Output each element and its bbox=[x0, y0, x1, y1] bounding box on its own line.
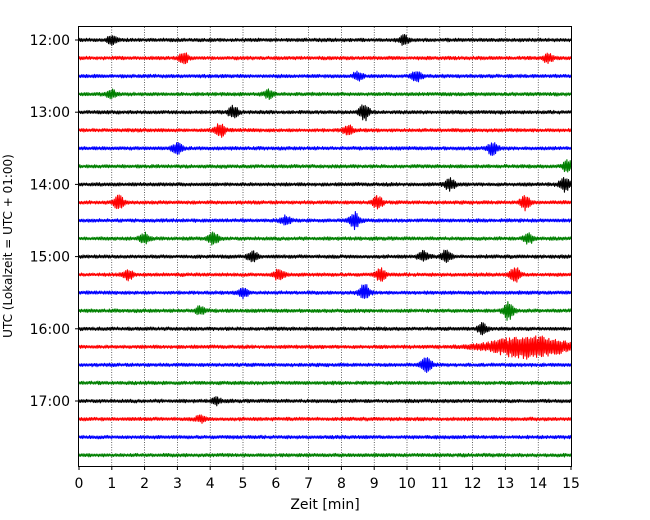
trace-row-13 bbox=[78, 267, 572, 283]
x-tick-label-12: 12 bbox=[464, 476, 482, 492]
trace-row-11 bbox=[78, 231, 572, 246]
trace-row-4 bbox=[78, 104, 572, 122]
trace-row-14 bbox=[78, 284, 572, 300]
y-tick-label-1: 13:00 bbox=[30, 105, 70, 121]
trace-row-19 bbox=[78, 380, 572, 386]
trace-row-21 bbox=[78, 414, 572, 424]
x-tick-label-3: 3 bbox=[173, 476, 182, 492]
x-axis-label: Zeit [min] bbox=[290, 497, 359, 513]
trace-row-6 bbox=[78, 142, 572, 156]
x-tick-label-10: 10 bbox=[398, 476, 416, 492]
trace-row-16 bbox=[78, 321, 572, 336]
y-tick-label-2: 14:00 bbox=[30, 177, 70, 193]
x-tick-label-14: 14 bbox=[529, 476, 547, 492]
trace-row-8 bbox=[78, 176, 572, 193]
trace-row-9 bbox=[78, 194, 572, 212]
x-tick-label-2: 2 bbox=[140, 476, 149, 492]
y-axis-label: UTC (Lokalzeit = UTC + 01:00) bbox=[1, 154, 15, 338]
x-tick-label-4: 4 bbox=[206, 476, 215, 492]
trace-layer bbox=[78, 33, 572, 458]
trace-row-18 bbox=[78, 357, 572, 374]
trace-row-0 bbox=[78, 33, 572, 47]
x-tick-label-1: 1 bbox=[107, 476, 116, 492]
trace-row-22 bbox=[78, 434, 572, 440]
x-tick-label-9: 9 bbox=[370, 476, 379, 492]
x-tick-label-6: 6 bbox=[271, 476, 280, 492]
trace-row-20 bbox=[78, 396, 572, 407]
trace-row-12 bbox=[78, 249, 572, 264]
trace-row-5 bbox=[78, 123, 572, 138]
x-tick-label-5: 5 bbox=[239, 476, 248, 492]
x-tick-label-8: 8 bbox=[337, 476, 346, 492]
trace-row-3 bbox=[78, 88, 572, 100]
trace-row-10 bbox=[78, 211, 572, 231]
y-tick-label-3: 15:00 bbox=[30, 250, 70, 266]
y-tick-label-0: 12:00 bbox=[30, 33, 70, 49]
grid-layer bbox=[111, 27, 539, 466]
plot-frame bbox=[78, 26, 572, 467]
y-axis: 12:00 13:00 14:00 15:00 16:00 17:00 bbox=[30, 33, 79, 410]
trace-row-23 bbox=[78, 452, 572, 458]
x-tick-label-13: 13 bbox=[496, 476, 514, 492]
x-axis: 0 1 2 3 4 5 6 7 8 9 10 11 12 13 14 15 bbox=[75, 466, 580, 492]
x-tick-label-15: 15 bbox=[562, 476, 580, 492]
trace-row-2 bbox=[78, 70, 572, 83]
y-tick-label-4: 16:00 bbox=[30, 322, 70, 338]
x-tick-label-7: 7 bbox=[304, 476, 313, 492]
x-tick-label-11: 11 bbox=[431, 476, 449, 492]
trace-row-15 bbox=[78, 301, 572, 321]
trace-row-17 bbox=[78, 335, 572, 360]
x-tick-label-0: 0 bbox=[75, 476, 84, 492]
y-tick-label-5: 17:00 bbox=[30, 394, 70, 410]
trace-row-1 bbox=[78, 52, 572, 65]
trace-row-7 bbox=[78, 159, 572, 173]
